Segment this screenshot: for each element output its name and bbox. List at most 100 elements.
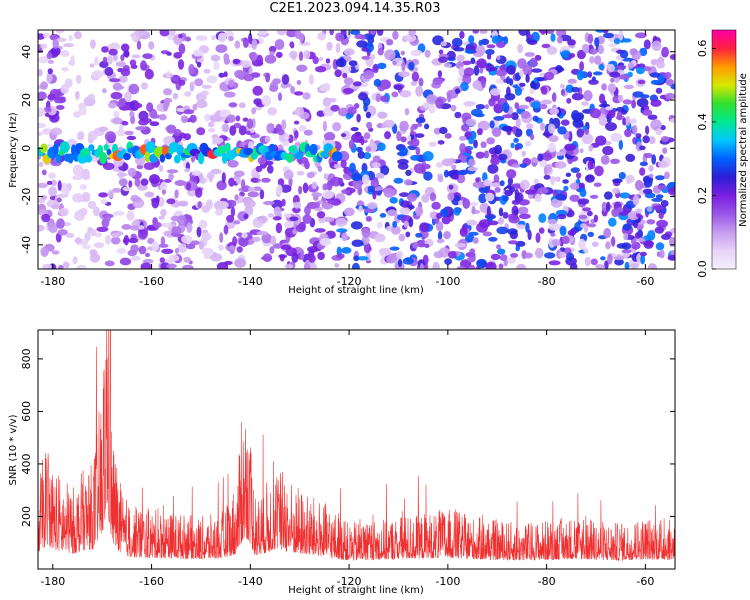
spectrogram-cell [569,194,580,202]
spectrogram-cell [357,150,365,159]
spectrogram-cell [316,110,326,117]
spectrogram-cell [228,79,235,88]
spectrogram-cell [343,48,355,56]
spectrogram-cell [318,84,330,92]
spectrogram-cell [634,208,643,214]
spectrogram-cell [120,54,125,62]
spectrogram-cell [316,211,326,219]
spectrogram-cell [498,153,508,161]
spectrogram-cell [581,43,590,53]
spectrogram-cell [261,95,272,107]
spectrogram-cell [513,137,519,143]
spectrogram-cell [435,221,444,232]
spectrogram-cell [269,51,276,56]
spectrogram-cell [375,93,381,103]
spectrogram-cell [140,60,147,71]
spectrogram-cell [226,214,235,223]
spectrogram-cell [584,174,595,183]
spectrogram-cell [377,47,384,56]
spectrogram-cell [256,54,264,66]
spectrogram-cell [387,209,398,217]
spectrogram-cell [311,181,318,190]
spectrogram-cell [612,187,621,194]
spectrogram-cell [565,172,572,177]
spectrogram-cell [495,69,507,77]
spectrogram-cell [415,206,424,217]
spectrogram-cell [70,55,75,67]
spectrogram-cell [496,41,506,48]
spectrogram-cell [318,57,324,61]
spectrogram-cell [655,128,663,136]
spectrogram-cell [113,110,120,118]
spectrogram-cell [208,128,216,133]
spectrogram-cell [221,172,226,184]
spectrogram-cell [38,68,43,77]
spectrogram-cell [564,143,577,151]
spectrogram-cell [178,79,186,86]
spectrogram-cell [550,232,556,237]
spectrogram-cell [302,92,311,100]
spectrogram-cell [377,122,383,129]
spectrogram-cell [166,263,177,269]
spectrogram-cell [405,169,412,176]
spectrogram-cell [120,68,131,77]
spectrogram-cell [235,115,241,122]
spectrogram-cell [166,124,177,134]
spectrogram-cell [223,224,229,235]
spectrogram-cell [469,248,476,254]
spectrogram-cell [360,35,366,40]
spectrogram-cell [464,101,477,107]
spectrogram-cell [170,76,179,81]
spectrogram-cell [407,134,412,143]
spectrogram-cell [184,91,192,97]
spectrogram-cell [111,236,121,245]
spectrogram-cell [365,146,372,153]
spectrogram-cell [43,106,52,113]
spectrogram-cell [475,151,485,159]
spectrogram-cell [446,50,456,61]
spectrogram-cell [191,170,202,176]
spectrogram-cell [204,113,211,122]
spectrogram-cell [485,63,495,72]
spectrogram-cell [81,191,91,203]
spectrogram-cell [38,107,46,117]
spectrogram-x-ticks: -180 -160 -140 -120 -100 -80 -60 [40,30,654,288]
spectrogram-cell [643,240,654,249]
spectrogram-cell [74,237,82,244]
spectrogram-cell [468,202,479,207]
spectrogram-cell [323,173,329,180]
spectrogram-cell [511,163,522,168]
y-tick-label: -40 [20,236,33,254]
spectrogram-cell [317,251,325,261]
spectrogram-cell [251,72,261,78]
spectrogram-cell [421,194,430,203]
spectrogram-cell [38,182,48,189]
spectrogram-cell [639,161,649,167]
spectrogram-cell [517,104,530,110]
spectrogram-cell [51,204,60,210]
spectrogram-cell [38,161,44,167]
spectrogram-cell [667,186,675,196]
spectrogram-cell [234,40,241,49]
spectrogram-cell [627,62,634,69]
spectrogram-cell [490,157,501,166]
spectrogram-cell [228,245,236,251]
spectrogram-cell [491,35,500,44]
spectrogram-cell [623,84,634,90]
spectrogram-cell [108,48,118,56]
spectrogram-cell [228,35,234,42]
spectrogram-cell [468,264,476,269]
spectrogram-cell [507,240,519,245]
spectrogram-cell [376,30,384,36]
spectrogram-cell [348,139,355,150]
spectrogram-cell [384,131,391,140]
x-tick-label: -60 [636,275,654,288]
spectrogram-cell [166,51,172,56]
spectrogram-cell [293,120,300,125]
spectrogram-cell [478,68,484,74]
spectrogram-cell [309,74,314,85]
spectrogram-cell [349,162,356,174]
spectrogram-cell [479,30,488,34]
spectrogram-cell [543,174,551,180]
spectrogram-cell [669,118,675,123]
